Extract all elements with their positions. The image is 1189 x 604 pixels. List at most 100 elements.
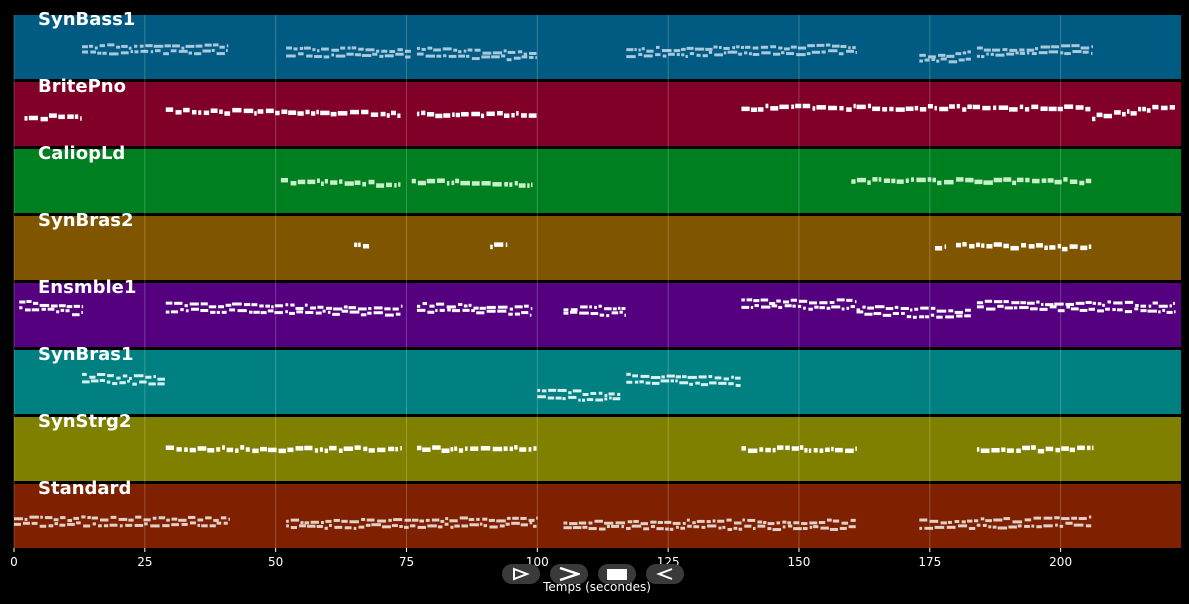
note <box>1096 112 1103 118</box>
play-button[interactable] <box>502 564 540 584</box>
note <box>459 516 468 520</box>
note <box>714 53 723 57</box>
note <box>1034 47 1038 51</box>
note <box>632 374 638 378</box>
note <box>331 48 339 52</box>
note <box>391 524 398 528</box>
note <box>323 55 330 59</box>
x-tick-label: 150 <box>788 555 811 569</box>
note <box>222 445 225 450</box>
note <box>145 44 153 48</box>
note <box>767 522 775 526</box>
note <box>421 47 426 51</box>
note <box>662 54 667 58</box>
note <box>354 53 362 57</box>
note <box>471 57 480 61</box>
note <box>448 54 457 58</box>
rewind-button[interactable] <box>646 564 684 584</box>
note <box>533 524 537 528</box>
note <box>1054 179 1062 185</box>
stop-button[interactable] <box>598 564 636 584</box>
note <box>320 110 330 116</box>
note <box>436 302 445 306</box>
note <box>692 521 696 525</box>
track-label-synbras1: SynBras1 <box>38 344 134 365</box>
note <box>640 374 650 378</box>
note <box>819 306 825 310</box>
note <box>187 515 196 519</box>
note <box>295 306 304 310</box>
note <box>349 310 360 314</box>
note <box>429 304 435 308</box>
fast-forward-button[interactable] <box>550 564 588 584</box>
x-tick-label: 75 <box>399 555 414 569</box>
note <box>290 180 297 186</box>
note <box>864 312 873 316</box>
note <box>1062 246 1068 252</box>
note <box>175 110 182 115</box>
note <box>1112 308 1116 312</box>
note <box>129 377 132 381</box>
note <box>226 447 234 453</box>
note <box>197 518 204 522</box>
note <box>687 375 697 379</box>
note <box>1026 51 1030 55</box>
note <box>929 519 939 523</box>
note <box>831 44 840 48</box>
note <box>757 524 766 528</box>
note <box>741 298 745 302</box>
note <box>799 445 804 450</box>
note <box>1059 524 1064 528</box>
note <box>801 522 808 526</box>
note <box>1008 525 1017 529</box>
note <box>916 177 926 183</box>
note <box>66 305 73 309</box>
note <box>385 313 394 317</box>
note <box>1097 309 1104 313</box>
note <box>1016 177 1024 183</box>
note <box>1041 178 1047 183</box>
x-tick-label: 175 <box>918 555 941 569</box>
note <box>349 109 360 115</box>
note <box>1087 445 1091 451</box>
note <box>180 308 184 312</box>
note <box>395 52 404 56</box>
note <box>1032 178 1040 184</box>
note <box>682 521 686 525</box>
note <box>846 49 855 53</box>
note <box>286 46 293 50</box>
note <box>563 308 569 312</box>
note <box>335 54 346 58</box>
note <box>548 388 557 392</box>
note <box>604 307 612 311</box>
note <box>497 110 503 116</box>
note <box>455 112 460 118</box>
note <box>831 446 834 452</box>
note <box>930 306 936 310</box>
note <box>89 375 96 379</box>
note <box>1017 524 1022 528</box>
note <box>473 306 479 310</box>
note <box>427 46 433 50</box>
note <box>1071 516 1078 520</box>
note <box>896 179 904 184</box>
note <box>216 521 222 525</box>
track-label-caliopld: CaliopLd <box>38 143 125 164</box>
note <box>686 46 694 50</box>
note <box>317 49 320 53</box>
note <box>164 44 171 48</box>
note <box>825 447 830 453</box>
note <box>28 115 38 121</box>
note <box>1045 303 1054 307</box>
note <box>505 522 510 526</box>
note <box>701 525 706 529</box>
note <box>152 516 157 520</box>
note <box>1174 310 1176 314</box>
note <box>1066 305 1071 309</box>
note <box>986 52 989 56</box>
note <box>447 308 451 312</box>
note <box>1003 300 1009 304</box>
note <box>718 45 722 49</box>
note <box>530 307 533 311</box>
note <box>213 518 219 522</box>
